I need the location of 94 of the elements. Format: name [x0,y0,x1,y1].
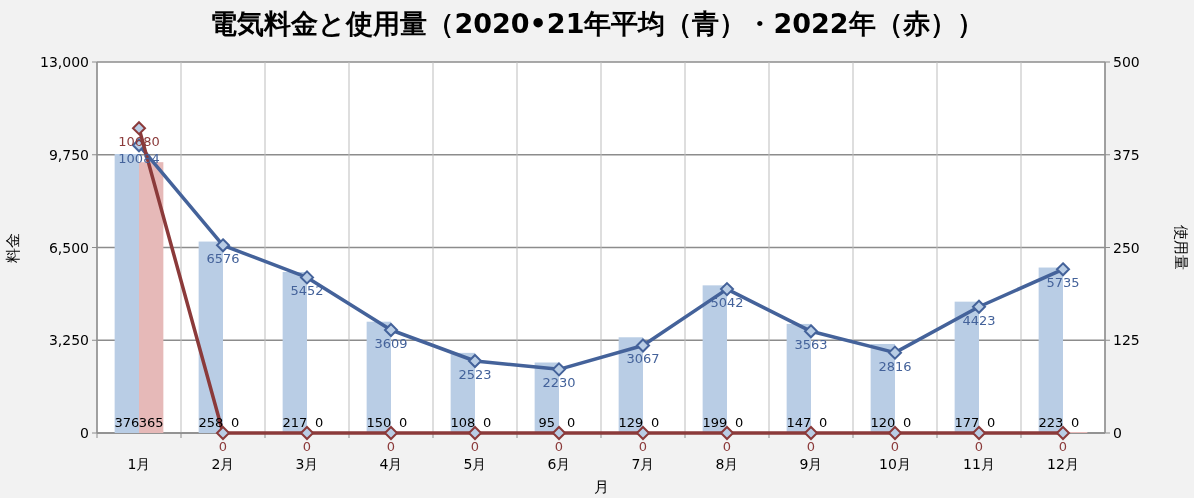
data-label: 2230 [542,375,576,391]
data-label: 0 [302,439,312,454]
y2-tick-label: 0 [1113,425,1122,441]
y2-tick-label: 250 [1113,239,1140,256]
data-label: 365 [138,415,164,430]
point [720,282,734,297]
data-label: 0 [987,415,996,430]
data-label: 120 [870,415,896,430]
data-label: 199 [702,415,728,430]
x-axis-title: 月 [593,478,609,496]
point [1056,262,1070,277]
data-label: 223 [1038,415,1064,430]
data-label: 0 [974,439,984,454]
point [888,426,902,440]
y2-tick-label: 375 [1113,146,1140,163]
point [636,338,650,353]
x-tick-label: 5月 [463,456,487,472]
data-label: 5735 [1046,275,1080,291]
chart-title: 電気料金と使用量（2020•21年平均（青）・2022年（赤）） [210,8,984,39]
point [216,426,230,440]
data-label: 108 [450,415,476,430]
data-label: 3563 [794,337,828,353]
y-tick-label: 3,250 [48,332,89,349]
point [972,426,986,440]
data-label: 0 [567,415,576,430]
x-tick-label: 12月 [1047,456,1079,472]
y2-tick-label: 500 [1113,54,1140,70]
data-label: 0 [638,439,648,454]
data-label: 0 [806,439,816,454]
point [552,362,566,377]
point [216,238,230,253]
data-label: 0 [735,415,744,430]
data-label: 129 [618,415,644,430]
x-tick-label: 1月 [127,456,151,472]
point [300,270,314,285]
point [468,426,482,440]
bar [139,162,164,433]
y-axis-title: 料金 [4,232,22,263]
point [132,121,146,136]
data-label: 0 [231,415,240,430]
data-label: 0 [218,439,228,454]
data-label: 3067 [626,351,660,367]
x-tick-label: 4月 [379,456,403,472]
y-tick-label: 0 [80,425,89,441]
data-label: 2816 [878,358,912,374]
data-label: 0 [315,415,324,430]
data-label: 147 [786,415,812,430]
data-label: 0 [903,415,912,430]
x-tick-label: 10月 [879,456,911,472]
data-label: 5042 [710,295,744,311]
point [804,324,818,339]
point [552,426,566,440]
data-label: 4423 [962,312,996,328]
data-label: 150 [366,415,392,430]
x-tick-label: 6月 [547,456,571,472]
data-label: 0 [399,415,408,430]
point [468,354,482,368]
y2-tick-label: 125 [1113,332,1140,349]
x-tick-label: 8月 [715,456,739,472]
data-label: 0 [819,415,828,430]
x-tick-label: 7月 [631,456,655,472]
point [720,426,734,440]
data-label: 0 [470,439,480,454]
y2-axis-title: 使用量 [1172,225,1190,270]
point [972,299,986,314]
x-tick-label: 9月 [799,456,823,472]
x-tick-label: 11月 [963,456,995,472]
data-label: 0 [651,415,660,430]
data-label: 177 [954,415,980,430]
data-label: 0 [483,415,492,430]
data-label: 0 [1071,415,1080,430]
data-label: 0 [554,439,564,454]
y-tick-label: 9,750 [48,146,89,163]
data-label: 2523 [458,367,492,382]
point [384,426,398,440]
data-label: 6576 [206,251,240,267]
data-label: 0 [1058,439,1068,454]
point [636,426,650,440]
data-label: 376 [114,415,140,430]
point [804,426,818,440]
data-label: 217 [282,415,308,430]
point [384,323,398,337]
y-tick-label: 6,500 [48,239,89,256]
x-tick-label: 2月 [211,456,235,472]
data-label: 3609 [374,336,408,351]
data-label: 0 [890,439,900,454]
y-tick-label: 13,000 [40,54,89,70]
point [1056,426,1070,440]
x-tick-label: 3月 [295,456,319,472]
data-label: 0 [386,439,396,454]
data-label: 0 [722,439,732,454]
data-label: 95 [538,415,556,430]
point [300,426,314,440]
point [888,345,902,360]
